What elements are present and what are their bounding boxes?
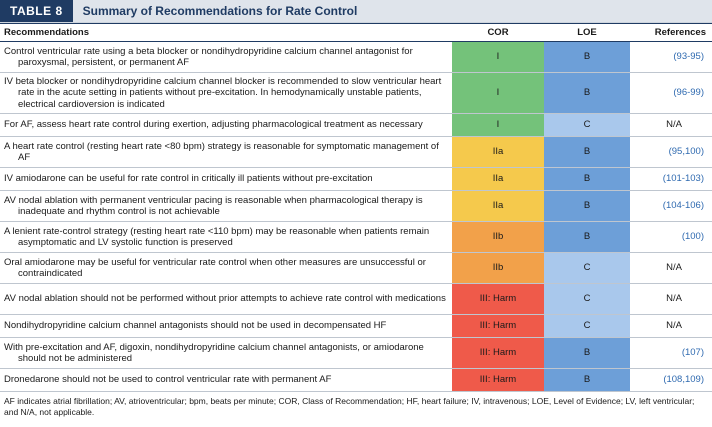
reference-link[interactable]: (107) [630,337,712,369]
cor-cell: I [452,72,544,114]
loe-cell: B [544,368,630,392]
table-row: Oral amiodarone may be useful for ventri… [0,252,712,284]
reference-link[interactable]: (104-106) [630,190,712,222]
cor-cell: I [452,41,544,73]
reference-link[interactable]: (93-95) [630,41,712,73]
recommendation-text: Dronedarone should not be used to contro… [0,368,452,392]
recommendation-text: IV beta blocker or nondihydropyridine ca… [0,72,452,114]
reference-value: N/A [630,113,712,137]
cor-cell: III: Harm [452,283,544,315]
cor-cell: IIb [452,252,544,284]
header-references: References [630,23,712,42]
table-title-bar: TABLE 8 Summary of Recommendations for R… [0,0,712,23]
table-row: With pre-excitation and AF, digoxin, non… [0,337,712,369]
table-row: For AF, assess heart rate control during… [0,113,712,137]
cor-cell: III: Harm [452,368,544,392]
table-row: Nondihydropyridine calcium channel antag… [0,314,712,338]
recommendation-text: Nondihydropyridine calcium channel antag… [0,314,452,338]
reference-value: N/A [630,283,712,315]
loe-cell: B [544,190,630,222]
reference-value: N/A [630,314,712,338]
loe-cell: B [544,41,630,73]
loe-cell: B [544,337,630,369]
loe-cell: C [544,113,630,137]
recommendations-table: Recommendations COR LOE References Contr… [0,23,712,392]
table-header-row: Recommendations COR LOE References [0,23,712,42]
reference-value: N/A [630,252,712,284]
table-row: AV nodal ablation with permanent ventric… [0,190,712,222]
loe-cell: B [544,167,630,191]
cor-cell: IIa [452,136,544,168]
cor-cell: IIb [452,221,544,253]
reference-link[interactable]: (95,100) [630,136,712,168]
cor-cell: I [452,113,544,137]
reference-link[interactable]: (100) [630,221,712,253]
table-row: AV nodal ablation should not be performe… [0,283,712,315]
cor-cell: IIa [452,190,544,222]
cor-cell: III: Harm [452,314,544,338]
recommendation-text: Control ventricular rate using a beta bl… [0,41,452,73]
table-title: Summary of Recommendations for Rate Cont… [82,4,358,18]
header-recommendations: Recommendations [0,23,452,42]
recommendation-text: A lenient rate-control strategy (resting… [0,221,452,253]
loe-cell: C [544,283,630,315]
table-footnote: AF indicates atrial fibrillation; AV, at… [4,396,695,417]
table-row: IV beta blocker or nondihydropyridine ca… [0,72,712,114]
table-row: IV amiodarone can be useful for rate con… [0,167,712,191]
recommendation-text: IV amiodarone can be useful for rate con… [0,167,452,191]
loe-cell: C [544,314,630,338]
table-number-tag: TABLE 8 [0,0,73,22]
reference-link[interactable]: (101-103) [630,167,712,191]
recommendation-text: A heart rate control (resting heart rate… [0,136,452,168]
table-row: A heart rate control (resting heart rate… [0,136,712,168]
cor-cell: IIa [452,167,544,191]
loe-cell: B [544,221,630,253]
cor-cell: III: Harm [452,337,544,369]
loe-cell: B [544,72,630,114]
header-cor: COR [452,23,544,42]
recommendation-text: For AF, assess heart rate control during… [0,113,452,137]
reference-link[interactable]: (96-99) [630,72,712,114]
recommendation-text: AV nodal ablation should not be performe… [0,283,452,315]
loe-cell: B [544,136,630,168]
table-row: Dronedarone should not be used to contro… [0,368,712,392]
table-row: A lenient rate-control strategy (resting… [0,221,712,253]
loe-cell: C [544,252,630,284]
recommendation-text: Oral amiodarone may be useful for ventri… [0,252,452,284]
recommendation-text: AV nodal ablation with permanent ventric… [0,190,452,222]
recommendation-text: With pre-excitation and AF, digoxin, non… [0,337,452,369]
table-row: Control ventricular rate using a beta bl… [0,41,712,73]
reference-link[interactable]: (108,109) [630,368,712,392]
header-loe: LOE [544,23,630,42]
